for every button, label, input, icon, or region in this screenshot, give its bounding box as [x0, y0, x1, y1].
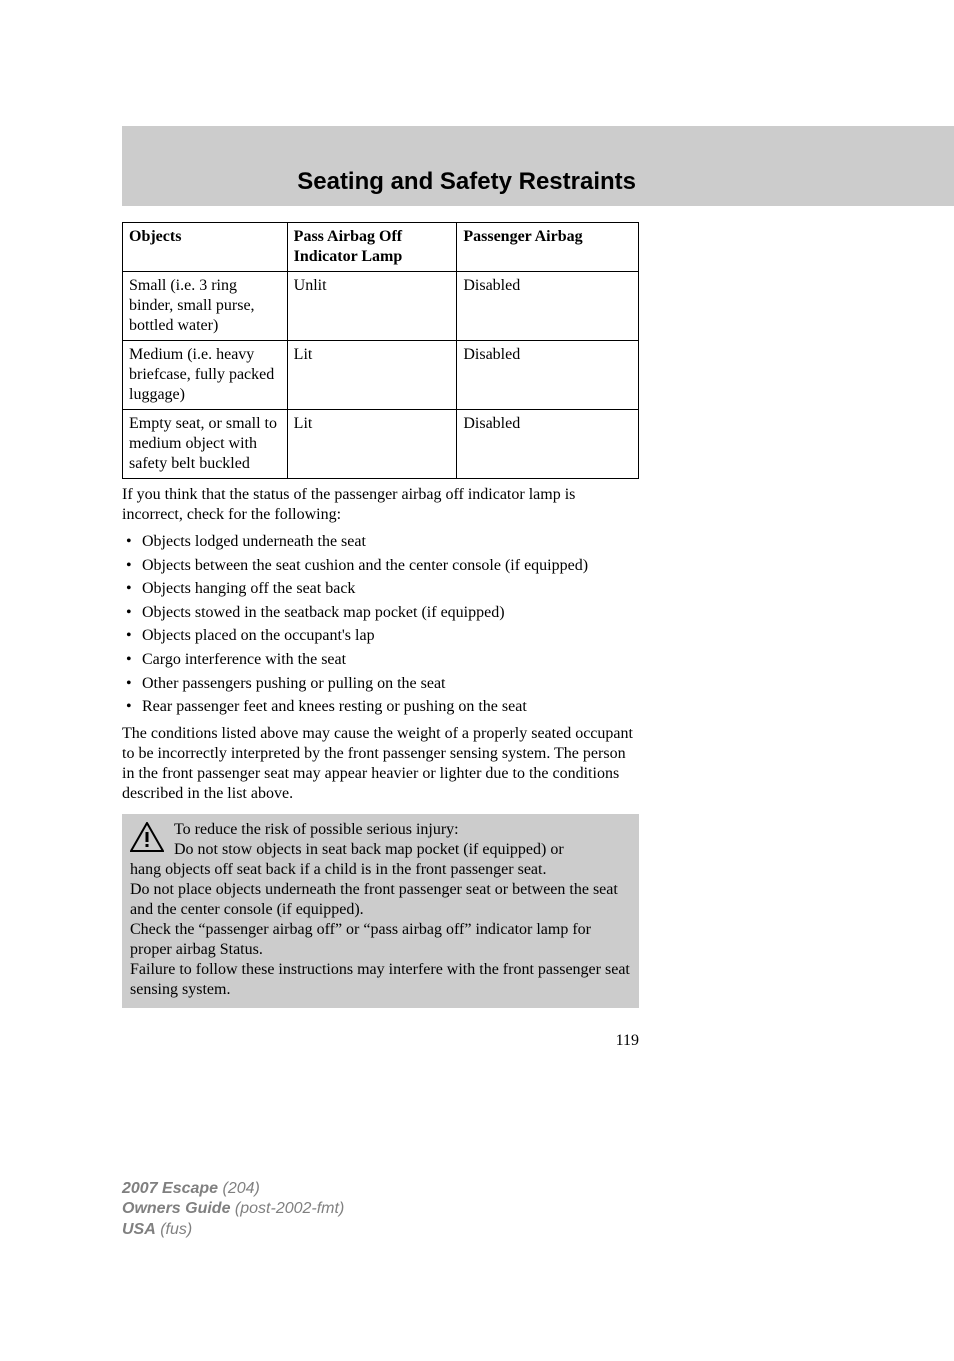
footer: 2007 Escape (204) Owners Guide (post-200…: [122, 1179, 344, 1241]
conclusion-paragraph: The conditions listed above may cause th…: [122, 724, 639, 804]
footer-model: 2007 Escape (204): [122, 1179, 344, 1200]
page-number: 119: [122, 1032, 639, 1050]
airbag-table: Objects Pass Airbag Off Indicator Lamp P…: [122, 222, 639, 479]
footer-guide-bold: Owners Guide: [122, 1200, 230, 1217]
cell-lamp: Lit: [287, 341, 457, 410]
warning-line5: Failure to follow these instructions may…: [130, 960, 631, 1000]
table-header-row: Objects Pass Airbag Off Indicator Lamp P…: [123, 223, 639, 272]
warning-first-lines: To reduce the risk of possible serious i…: [130, 820, 631, 860]
footer-country: USA (fus): [122, 1220, 344, 1241]
intro-paragraph: If you think that the status of the pass…: [122, 485, 639, 525]
footer-model-bold: 2007 Escape: [122, 1180, 218, 1197]
warning-line1: To reduce the risk of possible serious i…: [174, 820, 564, 840]
page: Seating and Safety Restraints Objects Pa…: [0, 126, 954, 1361]
list-item: Objects between the seat cushion and the…: [122, 555, 639, 577]
warning-indented-text: To reduce the risk of possible serious i…: [174, 820, 564, 860]
content-area: Objects Pass Airbag Off Indicator Lamp P…: [122, 206, 639, 1050]
cell-objects: Medium (i.e. heavy briefcase, fully pack…: [123, 341, 288, 410]
warning-line4: Check the “passenger airbag off” or “pas…: [130, 920, 631, 960]
section-title: Seating and Safety Restraints: [297, 168, 636, 196]
list-item: Rear passenger feet and knees resting or…: [122, 696, 639, 718]
footer-country-ital: (fus): [156, 1221, 192, 1238]
warning-line2-cont: hang objects off seat back if a child is…: [130, 860, 631, 880]
warning-triangle-icon: [130, 822, 164, 852]
cell-lamp: Lit: [287, 410, 457, 479]
col-header-objects: Objects: [123, 223, 288, 272]
list-item: Objects hanging off the seat back: [122, 578, 639, 600]
list-item: Objects stowed in the seatback map pocke…: [122, 602, 639, 624]
table-row: Empty seat, or small to medium object wi…: [123, 410, 639, 479]
list-item: Other passengers pushing or pulling on t…: [122, 673, 639, 695]
col-header-lamp: Pass Airbag Off Indicator Lamp: [287, 223, 457, 272]
footer-guide: Owners Guide (post-2002-fmt): [122, 1199, 344, 1220]
col-header-airbag: Passenger Airbag: [457, 223, 639, 272]
cell-objects: Empty seat, or small to medium object wi…: [123, 410, 288, 479]
warning-box: To reduce the risk of possible serious i…: [122, 814, 639, 1008]
cell-lamp: Unlit: [287, 272, 457, 341]
cell-objects: Small (i.e. 3 ring binder, small purse, …: [123, 272, 288, 341]
warning-line3: Do not place objects underneath the fron…: [130, 880, 631, 920]
cell-airbag: Disabled: [457, 410, 639, 479]
warning-line2-start: Do not stow objects in seat back map poc…: [174, 840, 564, 860]
list-item: Objects lodged underneath the seat: [122, 531, 639, 553]
table-row: Small (i.e. 3 ring binder, small purse, …: [123, 272, 639, 341]
list-item: Objects placed on the occupant's lap: [122, 625, 639, 647]
footer-guide-ital: (post-2002-fmt): [230, 1200, 344, 1217]
cell-airbag: Disabled: [457, 341, 639, 410]
header-band: Seating and Safety Restraints: [122, 126, 954, 206]
footer-model-ital: (204): [218, 1180, 260, 1197]
footer-country-bold: USA: [122, 1221, 156, 1238]
table-row: Medium (i.e. heavy briefcase, fully pack…: [123, 341, 639, 410]
cell-airbag: Disabled: [457, 272, 639, 341]
check-list: Objects lodged underneath the seat Objec…: [122, 531, 639, 718]
list-item: Cargo interference with the seat: [122, 649, 639, 671]
